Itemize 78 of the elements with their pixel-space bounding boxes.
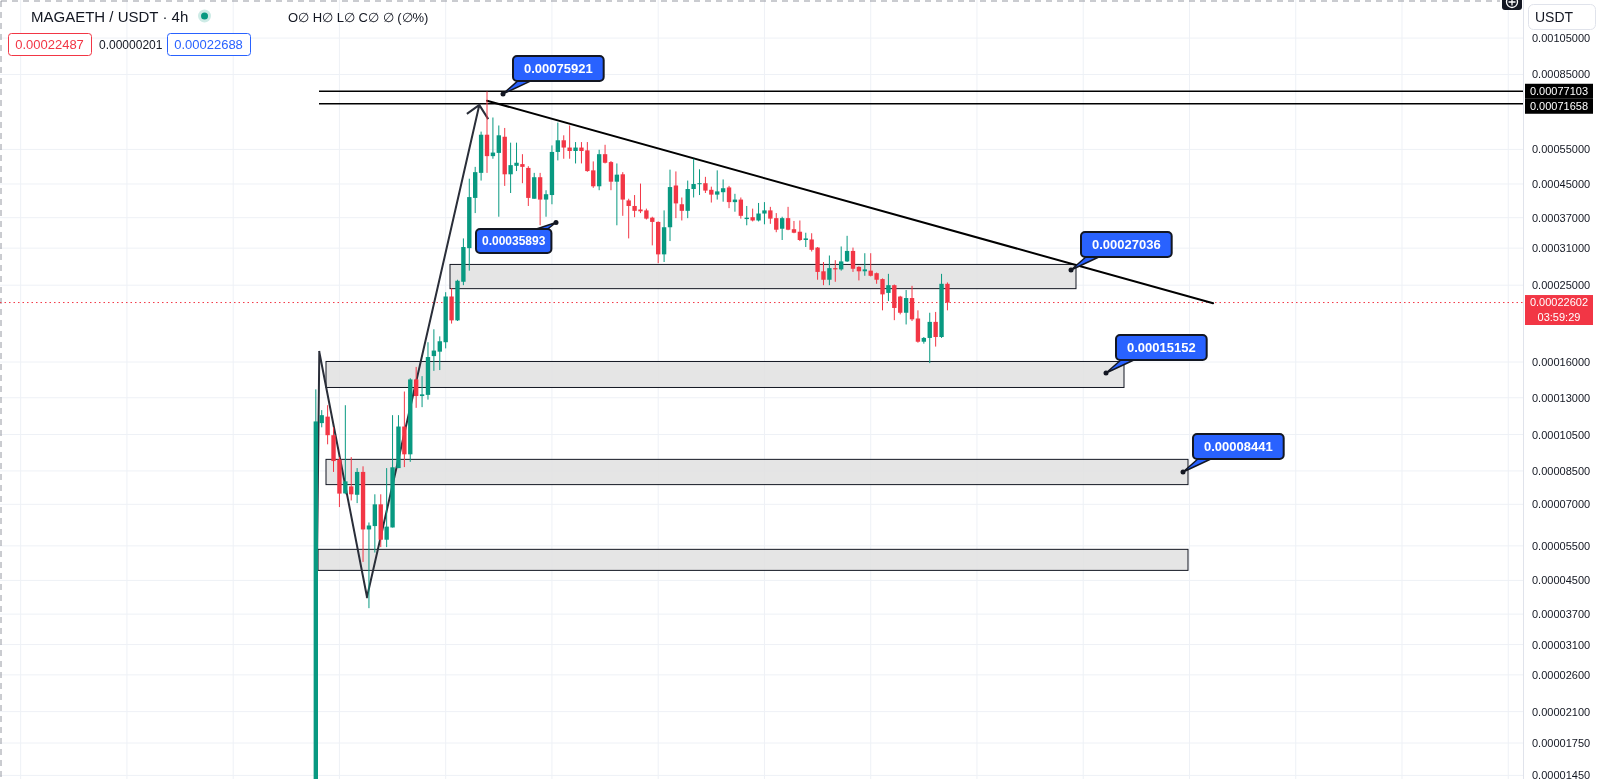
y-tick-label: 0.00055000 [1532,143,1591,156]
candlestick [726,185,732,209]
candlestick [561,134,566,160]
candlestick [915,309,921,344]
annotation: 0.00015152 [1127,340,1196,356]
y-tick-label: 0.00037000 [1532,211,1591,224]
candlestick [325,404,330,445]
y-tick-label: 0.00004500 [1532,574,1591,587]
candlestick [715,169,720,201]
candlestick [520,153,525,184]
candlestick [555,122,561,161]
y-tick-label: 0.00008500 [1532,464,1591,477]
candlestick [685,180,690,219]
ref-line-label: 0.00071658 [1529,99,1589,112]
y-tick-label: 0.00016000 [1532,356,1591,369]
y-tick-label: 0.00013000 [1532,391,1591,404]
annotation: 0.00022688 [174,37,243,52]
candlestick [413,366,419,409]
y-axis-title: USDT [1535,9,1574,25]
candlestick [839,245,844,272]
candlestick [862,252,867,277]
annotation: 0.00075921 [524,60,593,76]
y-tick-label: 0.00005500 [1532,539,1591,552]
y-tick-label: 0.00031000 [1532,242,1591,255]
annotation: 0.00008441 [1204,439,1273,455]
candlestick [679,197,684,221]
candlestick [608,160,614,191]
y-tick-label: 0.00003700 [1532,608,1591,621]
candlestick [573,141,578,164]
candlestick [738,197,744,220]
candlestick [567,125,572,160]
candlestick [850,247,856,273]
text: 03:59:29 [1537,311,1581,323]
y-tick-label: 0.00001750 [1532,737,1591,750]
y-tick-label: 0.00085000 [1532,68,1591,81]
y-tick-label: 0.00010500 [1532,428,1591,441]
candlestick [496,125,501,218]
candlestick [372,493,378,554]
candlestick [886,273,891,302]
candlestick [537,172,543,226]
y-tick-label: 0.00002100 [1532,705,1591,718]
candlestick [762,201,767,225]
y-tick-label: 0.00025000 [1532,279,1591,292]
annotation: O∅ H∅ L∅ C∅ ∅ (∅%) [288,10,429,25]
candlestick [756,202,761,222]
candlestick [720,178,726,203]
annotation: 0.00027036 [1092,237,1161,253]
candlestick [532,172,537,200]
candlestick [484,90,490,174]
candlestick [419,375,425,408]
ref-line-label: 0.00022602 [1529,296,1589,309]
y-tick-label: 0.00001450 [1532,769,1591,779]
y-tick-label: 0.00105000 [1532,32,1591,45]
candlestick [384,467,389,548]
candlestick [349,456,354,501]
candlestick [543,189,549,218]
candlestick [343,404,348,495]
candlestick [933,311,938,348]
ref-line-label: 0.00077103 [1529,84,1589,97]
candlestick [779,216,785,241]
y-tick-label: 0.00003100 [1532,638,1591,651]
candlestick [626,198,631,239]
candlestick [614,162,620,226]
candlestick [691,158,696,198]
candlestick [354,467,360,504]
candlestick [449,287,454,325]
candlestick [903,289,909,325]
y-tick-label: 0.00007000 [1532,498,1591,511]
candlestick [791,220,797,234]
candlestick [697,168,702,196]
y-tick-label: 0.00045000 [1532,177,1591,190]
annotation: 0.00022487 [15,37,84,52]
y-tick-label: 0.00002600 [1532,668,1591,681]
candlestick [927,312,932,364]
annotation: 0.00035893 [482,234,546,249]
text: MAGAETH / USDT · 4h [31,8,189,25]
candlestick [827,255,832,286]
annotation: 0.00000201 [99,38,163,52]
